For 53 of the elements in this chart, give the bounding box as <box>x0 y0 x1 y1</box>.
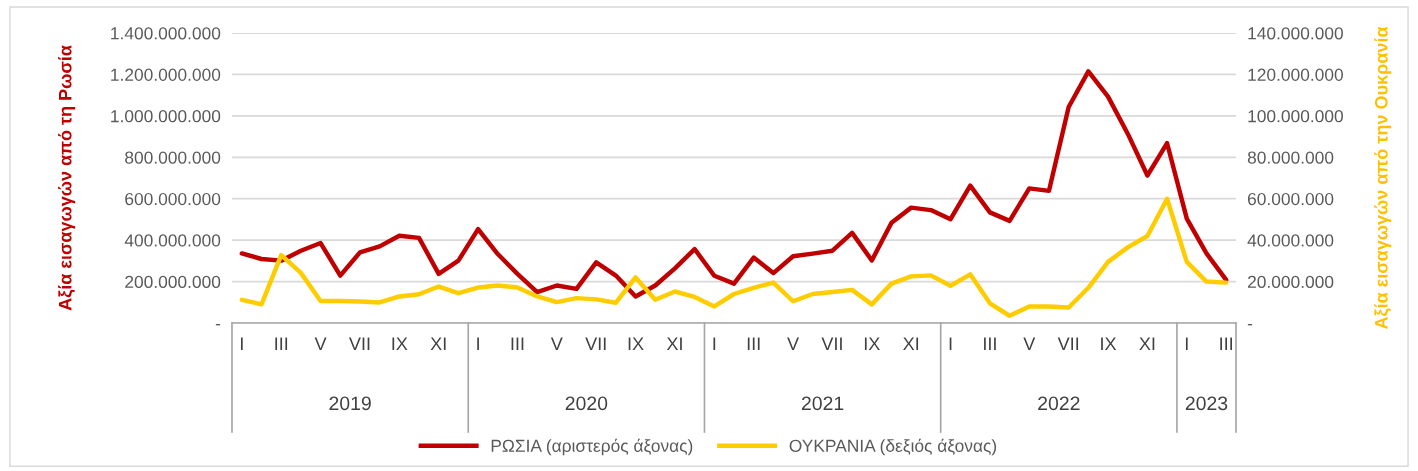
legend-label: ΡΩΣΙΑ (αριστερός άξονας) <box>491 438 693 456</box>
y-tick-label: 1.400.000.000 <box>111 27 221 40</box>
x-tick-label: IX <box>1101 337 1117 350</box>
x-tick-label: VII <box>585 337 606 350</box>
x-tick-label: III <box>747 337 760 350</box>
x-tick-label: III <box>511 337 524 350</box>
x-tick-label: I <box>241 337 243 350</box>
y2-tick-label: 20.000.000 <box>1247 275 1334 289</box>
x-tick-label: XI <box>903 337 919 350</box>
y-tick-label: 800.000.000 <box>125 151 221 164</box>
x-tick-label: I <box>713 337 716 350</box>
x-tick-label: IX <box>392 337 408 350</box>
y-tick-label: 1.200.000.000 <box>111 68 221 81</box>
text: 2019 <box>329 396 371 411</box>
y2-tick-label: 80.000.000 <box>1247 151 1334 164</box>
x-tick-label: V <box>550 337 563 350</box>
x-tick-label: VII <box>821 337 842 350</box>
x-tick-label: XI <box>430 337 446 350</box>
x-tick-label: XI <box>1139 337 1155 350</box>
legend-label: ΟΥΚΡΑΝΙΑ (δεξιός άξονας) <box>789 438 997 456</box>
y-tick-label: 600.000.000 <box>125 192 221 206</box>
y2-tick-label: - <box>1247 324 1253 326</box>
text: 2022 <box>1038 396 1080 411</box>
text: 2020 <box>565 396 608 411</box>
y2-tick-label: 140.000.000 <box>1248 27 1343 40</box>
x-tick-label: XI <box>666 337 682 350</box>
x-tick-label: V <box>787 337 799 350</box>
line-series <box>239 69 1229 299</box>
y-tick-label: - <box>215 324 221 326</box>
y-tick-label: 400.000.000 <box>124 234 221 247</box>
x-tick-label: I <box>1185 337 1188 350</box>
x-tick-label: V <box>314 337 327 350</box>
text: 2021 <box>801 396 844 411</box>
x-tick-label: IX <box>628 337 644 350</box>
x-tick-label: VII <box>1057 337 1079 350</box>
y-axis-title: Αξία εισαγωγών από τη Ρωσία <box>58 45 76 311</box>
y2-tick-label: 40.000.000 <box>1247 234 1334 247</box>
x-tick-label: V <box>1023 337 1036 350</box>
x-tick-label: IX <box>864 337 880 350</box>
y2-tick-label: 120.000.000 <box>1248 68 1343 81</box>
x-tick-label: III <box>984 337 996 350</box>
x-tick-label: I <box>949 337 952 350</box>
x-tick-label: VII <box>349 337 370 350</box>
x-tick-label: III <box>275 337 288 350</box>
x-tick-label: I <box>477 337 479 350</box>
x-tick-label: III <box>1220 337 1233 350</box>
y-tick-label: 200.000.000 <box>125 275 221 289</box>
y2-tick-label: 100.000.000 <box>1248 110 1343 123</box>
y2-axis-title: Αξία εισαγωγών από την Ουκρανία <box>1374 26 1392 330</box>
y2-tick-label: 60.000.000 <box>1247 192 1334 206</box>
text: 2023 <box>1185 396 1228 411</box>
line-series <box>239 196 1229 318</box>
y-tick-label: 1.000.000.000 <box>111 110 221 123</box>
